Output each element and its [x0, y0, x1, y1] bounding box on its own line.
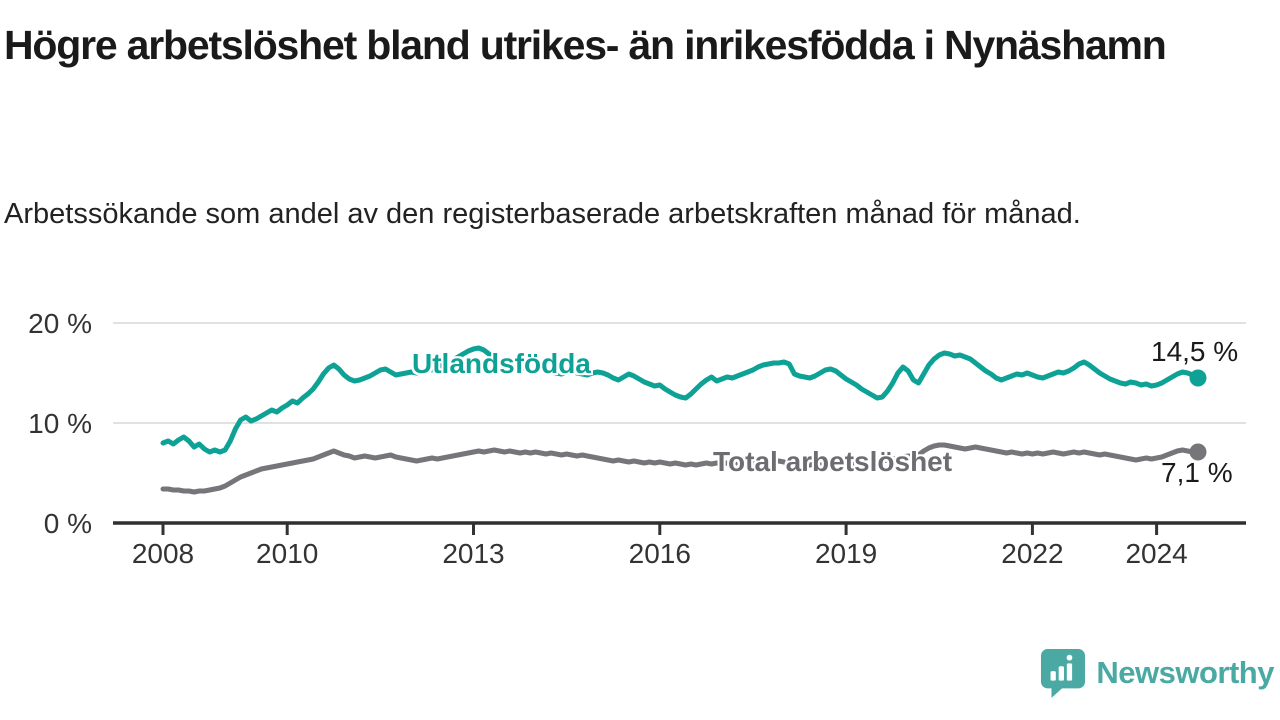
chart-subtitle: Arbetssökande som andel av den registerb…	[4, 198, 1081, 230]
newsworthy-logo-icon	[1041, 649, 1086, 698]
x-axis-tick-label: 2019	[815, 538, 877, 569]
x-axis-tick-label: 2013	[442, 538, 504, 569]
logo-bar-3	[1067, 663, 1073, 681]
series-line-utlandsfodda	[160, 345, 1201, 455]
y-axis-tick-label: 10 %	[28, 408, 92, 439]
page-title: Högre arbetslöshet bland utrikes- än inr…	[4, 22, 1167, 68]
logo-bar-1	[1050, 671, 1057, 681]
y-axis-tick-label: 0 %	[44, 508, 92, 539]
x-axis-tick-label: 2008	[132, 538, 194, 569]
end-value-label-total-arbetsloshet: 7,1 %	[1161, 457, 1233, 488]
logo-exclamation-dot	[1066, 654, 1073, 661]
y-axis-tick-label: 20 %	[28, 308, 92, 339]
x-axis-tick-label: 2022	[1001, 538, 1063, 569]
logo-bar-2	[1059, 666, 1065, 681]
newsworthy-logo-text: Newsworthy	[1096, 655, 1274, 690]
series-end-dot-total-arbetsloshet	[1189, 443, 1207, 461]
end-value-label-utlandsfodda: 14,5 %	[1151, 336, 1239, 367]
series-label-total-arbetsloshet: Total arbetslöshet	[713, 446, 953, 477]
series-label-utlandsfodda: Utlandsfödda	[412, 348, 591, 379]
series-line-total-arbetsloshet	[160, 442, 1201, 495]
newsworthy-logo[interactable]: Newsworthy	[1040, 648, 1274, 698]
x-axis-tick-label: 2016	[629, 538, 691, 569]
series-end-dot-utlandsfodda	[1189, 369, 1207, 387]
x-axis-tick-label: 2024	[1125, 538, 1187, 569]
x-axis-tick-label: 2010	[256, 538, 318, 569]
